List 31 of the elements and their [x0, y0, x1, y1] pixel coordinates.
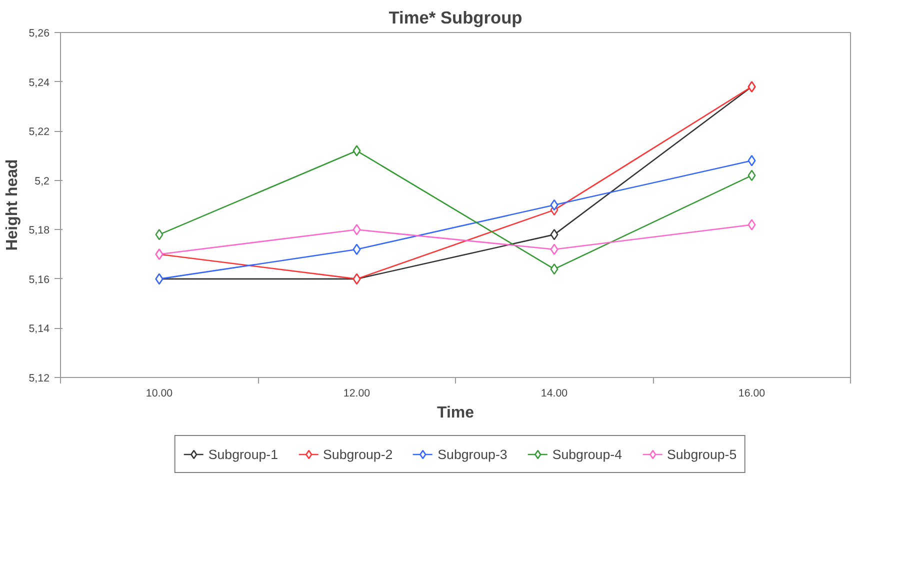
y-tick-label: 5,26	[28, 28, 50, 40]
point	[748, 170, 756, 182]
y-tick-label: 5,24	[28, 76, 50, 89]
chart-title: Time* Subgroup	[388, 8, 522, 28]
point	[352, 244, 361, 256]
x-tick-label: 10.00	[146, 388, 173, 400]
legend-label: Subgroup-4	[552, 446, 622, 462]
y-tick-label: 5,2	[34, 175, 50, 188]
x-tick-label: 16.00	[738, 388, 766, 400]
legend-label: Subgroup-5	[666, 446, 737, 462]
x-tick-label: 14.00	[540, 388, 568, 400]
point	[352, 224, 361, 236]
y-axis-title: Height head	[4, 159, 21, 251]
x-tick-label: 12.00	[343, 388, 370, 400]
point	[352, 145, 361, 156]
point	[748, 154, 756, 166]
y-tick-label: 5,18	[28, 224, 50, 237]
point	[550, 244, 558, 256]
point	[748, 219, 756, 230]
legend-label: Subgroup-3	[438, 446, 508, 462]
point	[155, 228, 164, 240]
legend-label: Subgroup-1	[208, 446, 278, 462]
point	[550, 263, 558, 275]
x-axis-title: Time	[436, 404, 474, 422]
y-tick-label: 5,14	[28, 323, 50, 336]
y-tick-label: 5,12	[28, 372, 50, 384]
legend-label: Subgroup-2	[323, 446, 393, 462]
point	[550, 228, 558, 240]
y-tick-label: 5,22	[28, 126, 50, 138]
point	[550, 199, 558, 211]
y-tick-label: 5,16	[28, 274, 50, 286]
